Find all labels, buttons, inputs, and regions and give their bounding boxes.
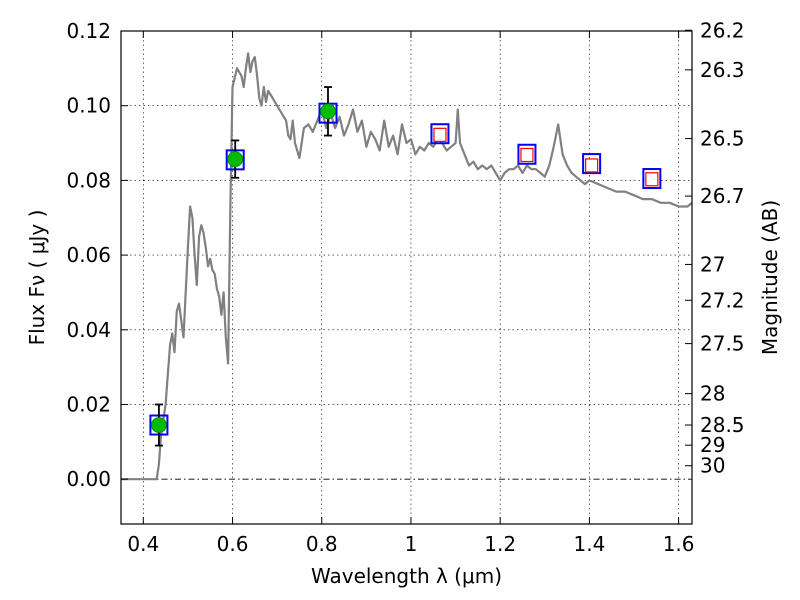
measured-point bbox=[320, 103, 336, 120]
right-tick-label: 27.5 bbox=[700, 332, 745, 356]
model-spectrum bbox=[121, 52, 692, 481]
spectrum-line bbox=[121, 52, 692, 481]
model-point bbox=[585, 158, 599, 173]
band-marker bbox=[430, 123, 450, 145]
right-tick-label: 28.5 bbox=[700, 413, 745, 437]
right-tick-label: 26.3 bbox=[700, 58, 745, 82]
right-axis-title: Magnitude (AB) bbox=[758, 200, 782, 355]
model-point bbox=[645, 172, 659, 187]
x-axis-title: Wavelength λ (μm) bbox=[311, 564, 502, 588]
measured-point bbox=[227, 151, 244, 168]
right-tick-label: 30 bbox=[700, 454, 725, 478]
band-marker bbox=[517, 143, 537, 165]
right-tick-label: 26.7 bbox=[700, 184, 745, 208]
right-tick-label: 27.2 bbox=[700, 288, 745, 312]
x-axis-ticks: 0.4 0.6 0.8 1 1.2 1.4 1.6 bbox=[127, 31, 695, 556]
model-point bbox=[433, 127, 447, 142]
y-tick-label: 0.02 bbox=[66, 392, 111, 416]
y-tick-label: 0.10 bbox=[66, 94, 111, 118]
x-tick-label: 1.4 bbox=[573, 532, 605, 556]
y-tick-label: 0.04 bbox=[66, 318, 111, 342]
y-axis-title: Flux Fν ( μJy ) bbox=[25, 210, 49, 346]
x-tick-label: 1.6 bbox=[663, 532, 695, 556]
x-tick-label: 0.6 bbox=[217, 532, 249, 556]
x-tick-label: 0.4 bbox=[127, 532, 159, 556]
right-tick-label: 26.5 bbox=[700, 127, 745, 151]
y-tick-label: 0.06 bbox=[66, 243, 111, 267]
right-tick-label: 28 bbox=[700, 382, 725, 406]
right-tick-label: 29 bbox=[700, 433, 725, 457]
band-marker bbox=[642, 168, 662, 190]
photometry-points bbox=[149, 86, 662, 447]
y-axis-ticks: 0.00 0.02 0.04 0.06 0.08 0.10 0.12 bbox=[66, 19, 128, 491]
y-tick-label: 0.08 bbox=[66, 168, 111, 192]
x-tick-label: 0.8 bbox=[306, 532, 338, 556]
model-point bbox=[520, 147, 534, 163]
right-tick-label: 26.2 bbox=[700, 18, 745, 42]
y-tick-label: 0.12 bbox=[66, 19, 111, 43]
measured-point bbox=[151, 417, 167, 433]
y-tick-label: 0.00 bbox=[66, 467, 111, 491]
plot-frame bbox=[120, 30, 693, 525]
x-tick-label: 1.2 bbox=[484, 532, 516, 556]
grid bbox=[121, 30, 692, 524]
right-tick-label: 27 bbox=[700, 252, 725, 276]
x-tick-label: 1 bbox=[405, 532, 418, 556]
band-marker bbox=[582, 153, 602, 175]
